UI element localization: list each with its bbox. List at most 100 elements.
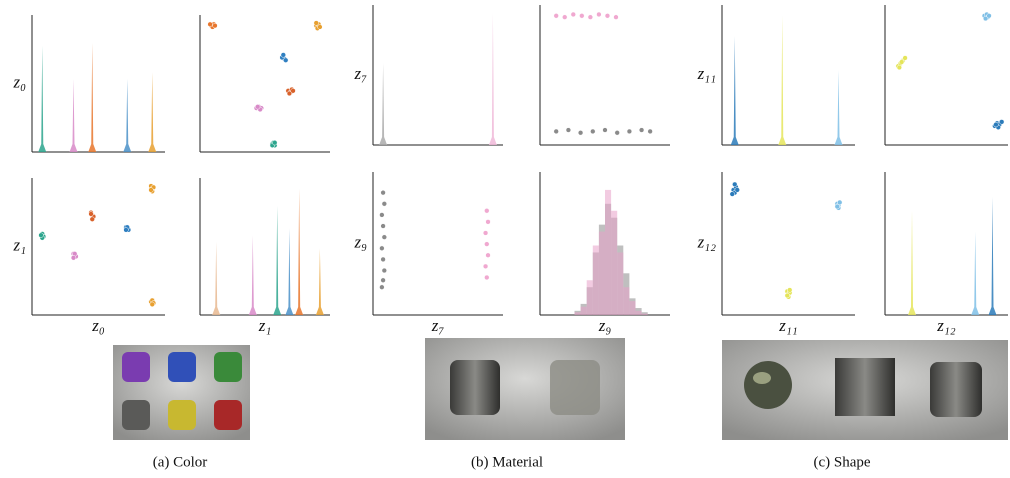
density-spike [731, 36, 739, 145]
scatter-point [208, 22, 213, 27]
hist-bar [599, 232, 605, 315]
density-spike [38, 46, 46, 152]
hist-bar [581, 307, 587, 315]
density-spike [989, 197, 997, 315]
scatter-point [566, 128, 571, 133]
density-spike [285, 229, 293, 315]
x-axis-label: z₉ [598, 316, 612, 335]
density-spike [295, 189, 303, 315]
scatter-point [382, 235, 387, 240]
caption: (a) Color [153, 454, 208, 470]
caption: (b) Material [471, 454, 543, 470]
scatter-point [381, 190, 386, 195]
hist-bar [587, 280, 593, 315]
density-spike [908, 211, 916, 315]
hist-bar [611, 211, 617, 315]
scatter-point [554, 13, 559, 18]
scatter-point [648, 129, 653, 134]
scatter-point [735, 188, 740, 193]
scatter-point [578, 130, 583, 135]
density-spike [316, 249, 324, 316]
scatter-point [639, 128, 644, 133]
scatter-point [272, 140, 277, 145]
scatter-point [579, 13, 584, 18]
x-axis-label: z₁₂ [936, 316, 956, 335]
hist-bar [605, 190, 611, 315]
scatter-point [785, 293, 790, 298]
hist-bar [575, 312, 581, 315]
density-spike [70, 79, 78, 152]
color-samples-image [113, 345, 250, 440]
scatter-point [379, 246, 384, 251]
scatter-point [484, 208, 489, 213]
scatter-point [281, 53, 286, 58]
density-spike [88, 43, 96, 152]
shape-samples-image [722, 340, 1008, 440]
scatter-point [381, 278, 386, 283]
density-spike [778, 16, 786, 145]
scatter-point [999, 119, 1004, 124]
x-axis-label: z₁ [258, 316, 272, 335]
scatter-point [571, 12, 576, 17]
scatter-point [124, 227, 129, 232]
scatter-point [150, 302, 155, 307]
scatter-point [484, 275, 489, 280]
density-spike [123, 79, 131, 152]
scatter-point [71, 255, 76, 260]
scatter-point [90, 217, 95, 222]
scatter-point [382, 201, 387, 206]
hist-bar [629, 301, 635, 315]
scatter-point [614, 15, 619, 20]
density-spike [249, 235, 257, 315]
scatter-point [381, 224, 386, 229]
scatter-point [314, 21, 319, 26]
scatter-point [483, 231, 488, 236]
caption: (c) Shape [813, 454, 870, 470]
scatter-point [255, 104, 260, 109]
scatter-point [381, 257, 386, 262]
scatter-point [590, 129, 595, 134]
density-spike [835, 70, 843, 145]
scatter-point [627, 129, 632, 134]
hist-bar [623, 287, 629, 315]
x-axis-label: z₁₁ [778, 316, 797, 335]
hist-bar [593, 246, 599, 316]
scatter-point [486, 219, 491, 224]
scatter-point [486, 253, 491, 258]
density-spike [489, 13, 497, 145]
scatter-point [588, 15, 593, 20]
scatter-point [379, 213, 384, 218]
scatter-point [213, 23, 218, 28]
scatter-point [597, 12, 602, 17]
scatter-point [730, 192, 735, 197]
density-spike [971, 232, 979, 315]
scatter-point [39, 233, 44, 238]
hist-bar [642, 314, 648, 315]
scatter-point [291, 88, 296, 93]
scatter-point [732, 182, 737, 187]
y-axis-label: z₁ [12, 235, 26, 254]
scatter-point [554, 129, 559, 134]
x-axis-label: z₀ [91, 316, 105, 335]
scatter-point [382, 268, 387, 273]
y-axis-label: z₇ [353, 64, 367, 83]
scatter-point [149, 188, 154, 193]
y-axis-label: z₁₁ [697, 64, 716, 83]
density-spike [379, 63, 387, 145]
y-axis-label: z₁₂ [697, 232, 717, 251]
scatter-point [987, 13, 992, 18]
page: (a) Color (b) Material (c) Shape z₀z₁z₀z… [0, 0, 1010, 478]
y-axis-label: z₉ [353, 232, 367, 251]
scatter-point [787, 288, 792, 293]
density-spike [212, 242, 220, 315]
material-samples-image [425, 338, 625, 440]
scatter-point [994, 122, 999, 127]
density-spike [148, 72, 156, 152]
scatter-point [603, 128, 608, 133]
density-spike [273, 206, 281, 315]
scatter-point [903, 56, 908, 61]
x-axis-label: z₇ [431, 316, 445, 335]
scatter-point [897, 65, 902, 70]
scatter-point [89, 212, 94, 217]
scatter-point [615, 130, 620, 135]
